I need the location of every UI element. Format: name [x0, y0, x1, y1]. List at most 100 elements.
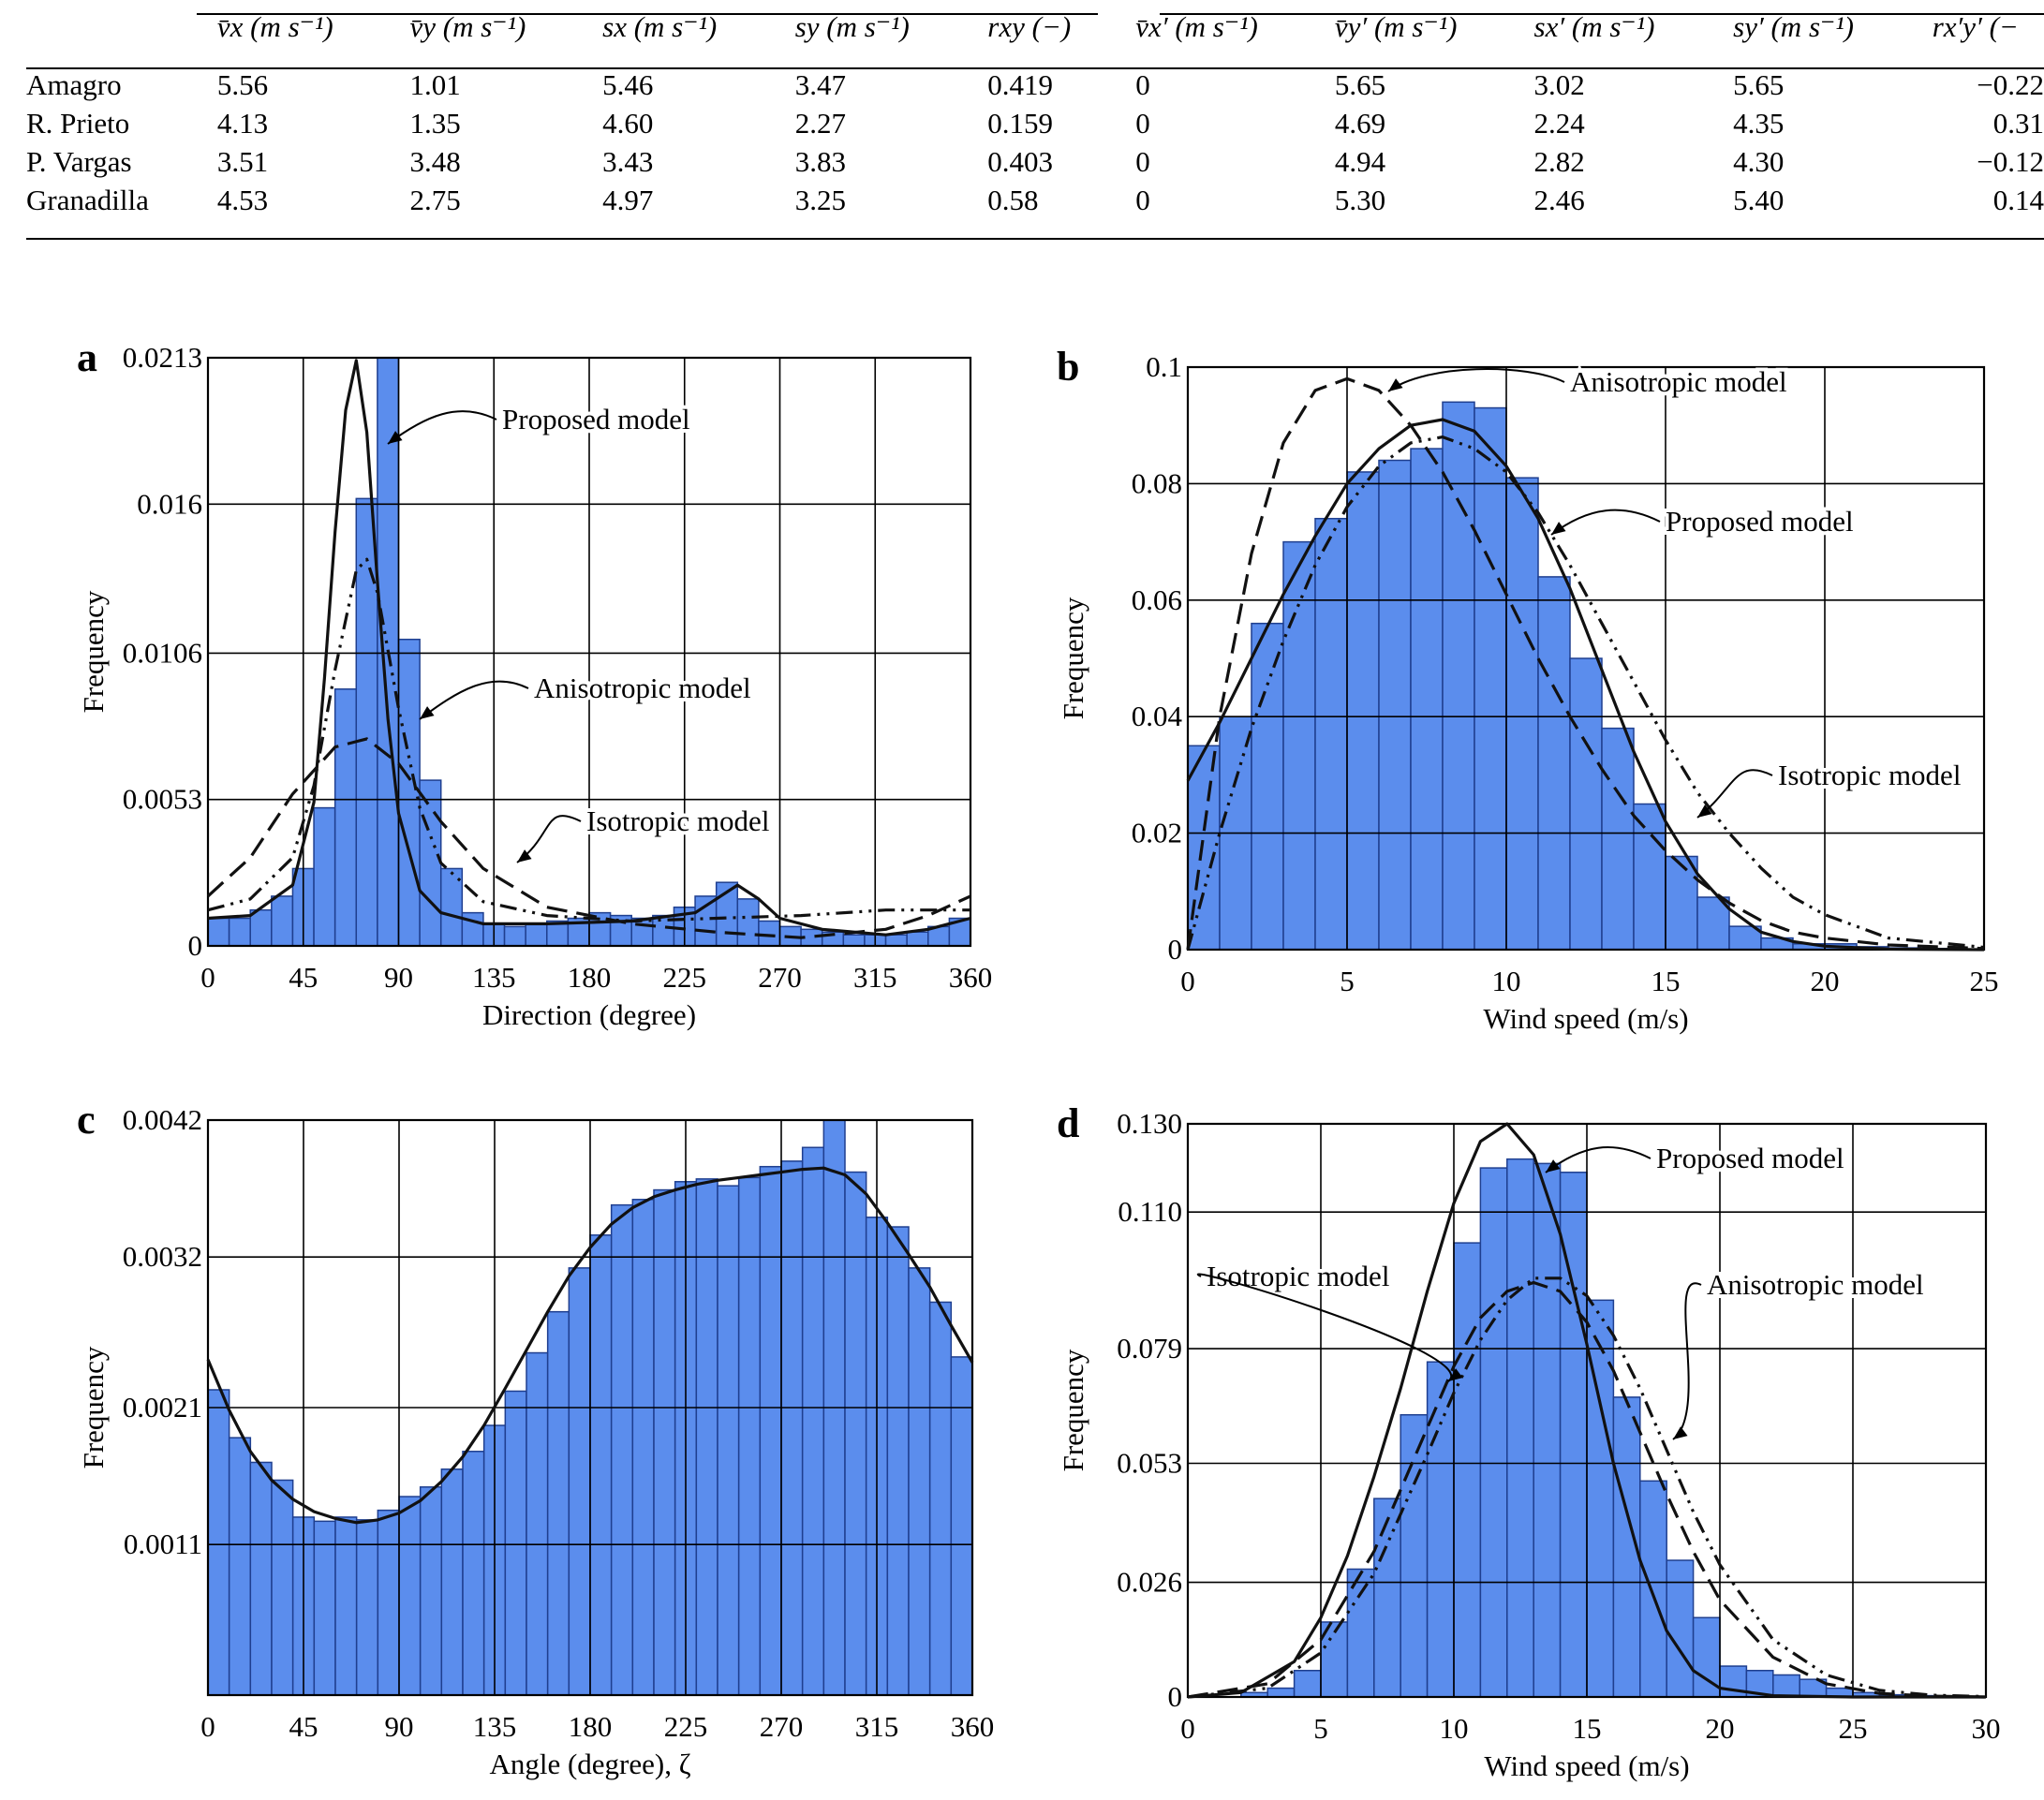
histogram-bar [398, 1496, 422, 1696]
x-tick-label: 135 [473, 1710, 517, 1743]
histogram-bar [1569, 657, 1603, 951]
table-cell: 1.01 [409, 67, 461, 101]
table-cell: 0.403 [987, 144, 1054, 178]
histogram-bar [1314, 517, 1348, 951]
table-cell-site: Amagro [26, 67, 122, 101]
annotation-leader [1550, 509, 1661, 536]
histogram-bar [1453, 1242, 1482, 1698]
table-cell: 2.46 [1533, 183, 1585, 216]
histogram-bar [504, 1390, 527, 1696]
x-tick-label: 180 [568, 961, 612, 994]
model-curve [1187, 1276, 1987, 1699]
histogram-bar [737, 1176, 762, 1696]
histogram-bar [228, 1437, 252, 1696]
table-header-rule [26, 67, 2044, 69]
histogram-bar [1426, 1361, 1455, 1698]
table-cell: 5.56 [216, 67, 269, 101]
histogram-bar [568, 1267, 591, 1696]
table-cell: 5.30 [1334, 183, 1386, 216]
histogram-bar [462, 1451, 485, 1696]
y-tick-label: 0.1 [1146, 350, 1182, 383]
table-header-cell: sx′ (m s⁻¹) [1533, 10, 1655, 43]
histogram-bar [1410, 448, 1444, 951]
chart-panel-b: 0 5 10 15 20 25 0 0.02 0.04 0.06 0.08 0.1 Wind speed… [1057, 350, 1999, 1035]
histogram-bar [355, 1519, 379, 1696]
y-tick-label: 0.0011 [124, 1527, 202, 1560]
x-tick-label: 0 [1180, 965, 1195, 997]
histogram-bar [249, 908, 273, 947]
table-cell: 1.35 [409, 106, 461, 140]
annotation-leader [1196, 1273, 1453, 1382]
x-tick-label: 15 [1573, 1712, 1602, 1745]
table-cell: 4.60 [602, 106, 654, 140]
x-tick-label: 360 [949, 961, 993, 994]
y-axis-label: Frequency [77, 590, 110, 713]
x-tick-label: 315 [855, 1710, 899, 1743]
table-cell: −0.12 [1977, 144, 2044, 178]
table-cell: 5.40 [1733, 183, 1785, 216]
annotation-label: Anisotropic model [534, 671, 751, 704]
y-tick-label: 0.053 [1117, 1446, 1182, 1479]
histogram-bar [886, 1226, 910, 1696]
table-cell-site: P. Vargas [26, 144, 132, 178]
histogram-bar [928, 1301, 953, 1696]
plot-frame [1186, 1122, 1988, 1699]
histogram-bar [419, 1486, 443, 1696]
annotation-leader [1672, 1282, 1702, 1440]
table-header-cell: sy (m s⁻¹) [794, 10, 910, 43]
histogram-bar [1293, 1670, 1322, 1698]
y-axis-label: Frequency [77, 1346, 110, 1468]
histogram-bar [207, 917, 230, 947]
table-cell: 5.65 [1334, 67, 1386, 101]
x-tick-label: 0 [200, 1710, 215, 1743]
table-cell: 2.27 [794, 106, 846, 140]
y-tick-label: 0.110 [1118, 1195, 1182, 1228]
statistics-table: v̄x (m s⁻¹) v̄y (m s⁻¹) sx (m s⁻¹) sy (m… [26, 0, 2044, 229]
histogram-bar [759, 1165, 782, 1696]
table-header-cell: sx (m s⁻¹) [602, 10, 718, 43]
histogram-bar [1282, 540, 1316, 951]
table-cell: 0.419 [987, 67, 1054, 101]
y-tick-label: 0.0053 [123, 783, 202, 816]
histogram-bar [653, 1188, 676, 1696]
table-cell: 5.46 [602, 67, 654, 101]
x-tick-label: 10 [1440, 1712, 1469, 1745]
y-tick-label: 0.0042 [123, 1103, 202, 1136]
panel-letter: c [77, 1097, 96, 1143]
histogram-bar [397, 638, 421, 947]
x-tick-label: 5 [1340, 965, 1355, 997]
table-header-cell: rxy (−) [987, 10, 1072, 43]
table-cell: 3.48 [409, 144, 461, 178]
histogram-bar [610, 1203, 634, 1696]
histogram-bar [419, 779, 442, 947]
table-cell-site: Granadilla [26, 183, 149, 216]
annotation-label: Proposed model [1656, 1142, 1844, 1174]
table-cell: 0 [1135, 106, 1150, 140]
y-tick-label: 0 [188, 929, 203, 962]
histogram-bar [228, 917, 251, 947]
model-curve [1186, 435, 1985, 951]
y-tick-label: 0.0032 [123, 1240, 202, 1273]
table-cell: 0 [1135, 67, 1150, 101]
x-axis-label: Direction (degree) [482, 998, 696, 1031]
histogram-bar [1251, 622, 1284, 951]
x-tick-label: 45 [289, 1710, 318, 1743]
plot-frame [1186, 365, 1986, 952]
table-top-rule-left [197, 13, 1098, 15]
histogram-bar [546, 1310, 570, 1696]
y-tick-label: 0.06 [1132, 583, 1182, 616]
histogram-bar [1533, 1162, 1562, 1698]
x-axis-label: Wind speed (m/s) [1484, 1749, 1689, 1782]
histogram-bar [440, 1468, 464, 1696]
table-cell: 3.25 [794, 183, 846, 216]
annotation-leader [1696, 769, 1773, 819]
x-tick-label: 20 [1811, 965, 1840, 997]
x-tick-label: 360 [951, 1710, 995, 1743]
annotation-arrowhead [388, 431, 403, 444]
histogram-bar [884, 934, 908, 947]
annotation-label: Isotropic model [586, 804, 769, 837]
plot-frame [206, 356, 972, 948]
table-header-cell: sy′ (m s⁻¹) [1733, 10, 1854, 43]
histogram-bar [1728, 925, 1762, 951]
table-cell: −0.22 [1977, 67, 2044, 101]
